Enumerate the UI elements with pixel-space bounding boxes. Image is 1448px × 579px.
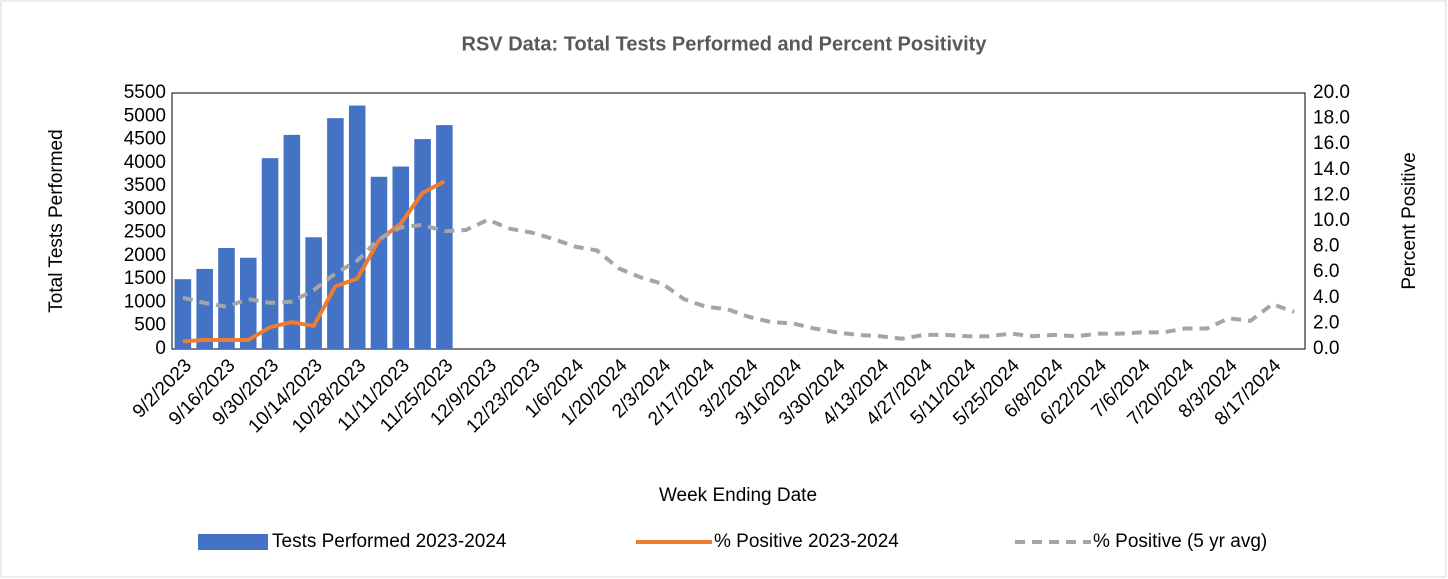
y2-tick-label: 16.0 — [1313, 133, 1350, 154]
bar — [305, 237, 322, 349]
bar — [196, 268, 213, 349]
bar — [370, 176, 388, 349]
bar — [436, 125, 453, 349]
y-tick-label: 4000 — [124, 152, 166, 173]
bar — [174, 279, 192, 349]
y2-tick-label: 10.0 — [1313, 210, 1350, 231]
y-tick-label: 0 — [155, 338, 166, 359]
bar — [327, 118, 344, 349]
y-tick-label: 5000 — [124, 105, 166, 126]
legend-label: Tests Performed 2023-2024 — [272, 531, 507, 552]
line — [182, 179, 446, 344]
line — [182, 217, 1295, 341]
bar — [414, 139, 431, 349]
legend-label: % Positive 2023-2024 — [714, 531, 899, 552]
y2-tick-label: 8.0 — [1313, 236, 1339, 257]
plot-frame — [171, 92, 1306, 350]
y-tick-label: 3000 — [124, 198, 166, 219]
y-axis-title: Total Tests Performed — [46, 129, 67, 312]
y-tick-label: 5500 — [124, 82, 166, 103]
bar — [218, 247, 235, 349]
bar — [239, 257, 257, 349]
y-tick-label: 2000 — [124, 245, 166, 266]
y-tick-label: 1500 — [124, 268, 166, 289]
y-tick-label: 1000 — [124, 291, 166, 312]
y2-tick-label: 20.0 — [1313, 82, 1350, 103]
y-tick-label: 4500 — [124, 129, 166, 150]
y-tick-label: 3500 — [124, 175, 166, 196]
chart-title: RSV Data: Total Tests Performed and Perc… — [462, 33, 988, 55]
y2-tick-label: 4.0 — [1313, 287, 1339, 308]
x-axis-title: Week Ending Date — [659, 485, 817, 506]
y-tick-label: 500 — [134, 315, 166, 336]
y2-tick-label: 0.0 — [1313, 338, 1339, 359]
y2-tick-label: 12.0 — [1313, 184, 1350, 205]
bar — [283, 134, 301, 349]
y2-tick-label: 18.0 — [1313, 108, 1350, 129]
y-tick-label: 2500 — [124, 222, 166, 243]
y2-tick-label: 14.0 — [1313, 159, 1350, 180]
y2-tick-label: 6.0 — [1313, 261, 1339, 282]
y2-tick-label: 2.0 — [1313, 312, 1339, 333]
legend-label: % Positive (5 yr avg) — [1093, 531, 1267, 552]
bar — [392, 166, 410, 349]
bar — [348, 105, 366, 349]
bar — [261, 158, 279, 349]
legend-swatch — [198, 534, 268, 550]
y2-axis-title: Percent Positive — [1399, 152, 1420, 289]
